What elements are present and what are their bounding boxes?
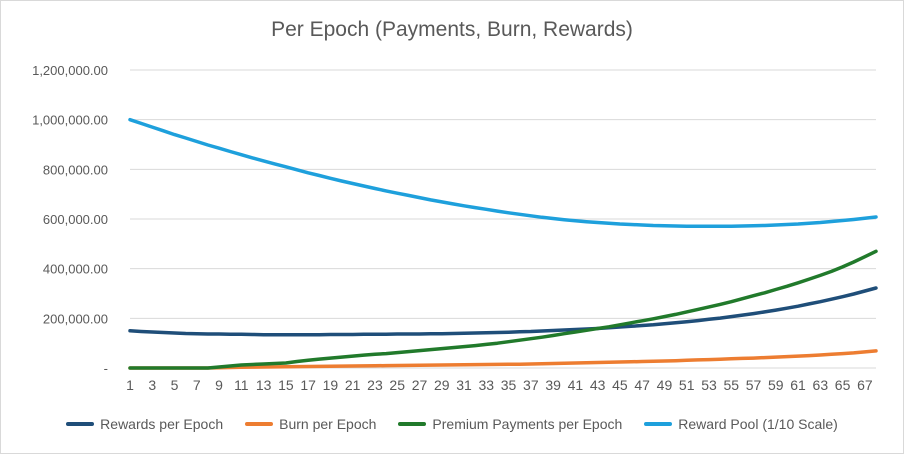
series-line-rewards-per-epoch xyxy=(128,286,878,337)
x-tick-label: 49 xyxy=(657,377,673,393)
x-tick-label: 29 xyxy=(434,377,450,393)
legend-entry: Burn per Epoch xyxy=(245,416,376,432)
x-tick-label: 55 xyxy=(723,377,739,393)
legend-entry: Reward Pool (1/10 Scale) xyxy=(644,416,838,432)
x-tick-label: 65 xyxy=(835,377,851,393)
x-tick-label: 25 xyxy=(389,377,405,393)
series-line-premium-payments-per-epoch xyxy=(128,249,878,370)
x-tick-label: 47 xyxy=(634,377,650,393)
x-tick-label: 57 xyxy=(746,377,762,393)
legend-swatch xyxy=(245,422,274,426)
x-tick-label: 19 xyxy=(323,377,339,393)
legend-entry: Rewards per Epoch xyxy=(66,416,223,432)
x-tick-label: 39 xyxy=(545,377,561,393)
legend-label: Reward Pool (1/10 Scale) xyxy=(678,416,838,432)
x-tick-label: 15 xyxy=(278,377,294,393)
x-tick-label: 31 xyxy=(456,377,472,393)
x-tick-label: 21 xyxy=(345,377,361,393)
y-tick-label: 1,000,000.00 xyxy=(32,113,108,128)
x-tick-label: 53 xyxy=(701,377,717,393)
x-tick-label: 37 xyxy=(523,377,539,393)
y-tick-label: 200,000.00 xyxy=(43,311,108,326)
x-tick-label: 9 xyxy=(215,377,223,393)
x-tick-label: 61 xyxy=(790,377,806,393)
x-tick-label: 51 xyxy=(679,377,695,393)
y-tick-label: 1,200,000.00 xyxy=(32,63,108,78)
x-tick-label: 3 xyxy=(148,377,156,393)
y-tick-label: 600,000.00 xyxy=(43,212,108,227)
legend-swatch xyxy=(66,422,95,426)
legend-label: Premium Payments per Epoch xyxy=(432,416,623,432)
x-tick-label: 59 xyxy=(768,377,784,393)
x-tick-label: 23 xyxy=(367,377,383,393)
x-tick-label: 33 xyxy=(479,377,495,393)
x-tick-label: 41 xyxy=(568,377,584,393)
x-tick-label: 7 xyxy=(193,377,201,393)
x-tick-label: 11 xyxy=(234,377,249,393)
x-tick-label: 13 xyxy=(256,377,272,393)
y-tick-label: - xyxy=(104,361,108,376)
x-tick-label: 67 xyxy=(857,377,873,393)
gridlines xyxy=(130,69,876,369)
series-lines xyxy=(128,117,878,370)
x-tick-label: 1 xyxy=(126,377,134,393)
legend-label: Rewards per Epoch xyxy=(100,416,224,432)
x-tick-label: 63 xyxy=(813,377,829,393)
y-tick-label: 800,000.00 xyxy=(43,162,108,177)
x-tick-label: 35 xyxy=(501,377,517,393)
series-line-reward-pool-1-10-scale xyxy=(128,117,878,228)
x-tick-label: 43 xyxy=(590,377,606,393)
x-axis-tick-labels: 1 3 5 7 9 11 13 15 17 19 21 23 25 27 29 31 33 35 37 39 41 43 4… xyxy=(126,377,873,393)
legend-label: Burn per Epoch xyxy=(279,416,377,432)
x-tick-label: 45 xyxy=(612,377,628,393)
legend: Rewards per Epoch Burn per Epoch Premium P… xyxy=(0,416,904,432)
y-tick-label: 400,000.00 xyxy=(43,262,108,277)
x-tick-label: 5 xyxy=(171,377,179,393)
y-axis-tick-labels: - 200,000.00 400,000.00 600,000.00 800,000.0… xyxy=(32,63,108,376)
chart-title: Per Epoch (Payments, Burn, Rewards) xyxy=(271,18,633,41)
x-tick-label: 27 xyxy=(412,377,428,393)
legend-swatch xyxy=(398,422,427,426)
legend-entry: Premium Payments per Epoch xyxy=(398,416,622,432)
series-line-burn-per-epoch xyxy=(128,349,878,370)
legend-swatch xyxy=(644,422,673,426)
x-tick-label: 17 xyxy=(300,377,316,393)
